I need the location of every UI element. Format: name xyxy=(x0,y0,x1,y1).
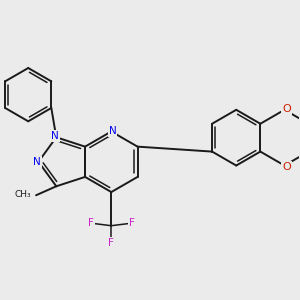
Text: N: N xyxy=(109,126,116,136)
Text: N: N xyxy=(34,157,41,167)
Text: F: F xyxy=(108,238,114,248)
Text: O: O xyxy=(282,162,291,172)
Text: F: F xyxy=(129,218,134,229)
Text: O: O xyxy=(282,104,291,114)
Text: N: N xyxy=(51,131,59,141)
Text: CH₃: CH₃ xyxy=(15,190,31,199)
Text: F: F xyxy=(88,218,94,229)
